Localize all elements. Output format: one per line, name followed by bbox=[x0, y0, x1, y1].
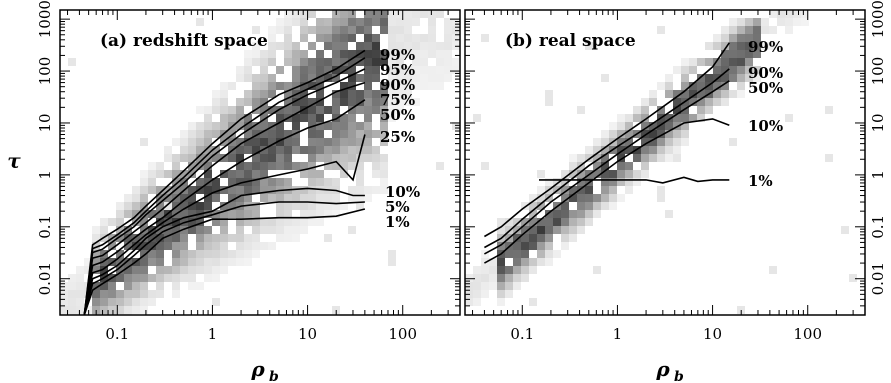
percentile-label-50pct: 50% bbox=[380, 106, 415, 124]
percentile-line-99pct bbox=[83, 49, 366, 315]
density-histogram bbox=[465, 10, 857, 315]
percentile-label-10pct: 10% bbox=[385, 183, 420, 201]
panel-title: (a) redshift space bbox=[100, 31, 268, 51]
percentile-line-1pct bbox=[83, 208, 366, 315]
percentile-label-1pct: 1% bbox=[385, 213, 410, 231]
percentile-label-99pct: 99% bbox=[380, 46, 415, 64]
y-tick-label: 1000 bbox=[869, 0, 887, 38]
percentile-label-5pct: 5% bbox=[385, 198, 410, 216]
percentile-label-95pct: 95% bbox=[380, 61, 415, 79]
x-axis-label: ρ bbox=[655, 357, 670, 381]
panel-b: 99% 90%50% 10% 1% 0.1 1 10 100 0.01 0.1 1 10 100 1000… bbox=[464, 0, 887, 383]
percentile-line-1pct bbox=[539, 176, 730, 184]
x-tick-label: 0.1 bbox=[105, 325, 129, 343]
y-tick-label: 10 bbox=[36, 113, 54, 132]
x-axis-ticks bbox=[67, 10, 461, 315]
y-tick-label: 10 bbox=[869, 113, 887, 132]
percentile-label-90pct: 90% bbox=[748, 64, 783, 82]
percentile-label-25pct: 25% bbox=[380, 128, 415, 146]
y-tick-label: 0.01 bbox=[36, 262, 54, 295]
x-tick-label: 100 bbox=[388, 325, 417, 343]
x-tick-label: 10 bbox=[298, 325, 317, 343]
x-tick-label: 1 bbox=[208, 325, 218, 343]
y-axis-ticks bbox=[465, 18, 865, 316]
percentile-line-25pct bbox=[83, 134, 366, 315]
y-axis-ticks bbox=[60, 18, 460, 316]
y-tick-label: 0.01 bbox=[869, 262, 887, 295]
percentile-label-99pct: 99% bbox=[748, 38, 783, 56]
percentile-line-95pct bbox=[83, 57, 366, 315]
y-axis-label: τ bbox=[7, 149, 21, 173]
percentile-line-99pct bbox=[483, 42, 730, 238]
percentile-line-50pct bbox=[484, 80, 730, 255]
percentile-line-90pct bbox=[83, 68, 366, 315]
y-tick-label: 0.1 bbox=[36, 215, 54, 239]
x-tick-label: 10 bbox=[703, 325, 722, 343]
x-axis-label-subscript: b bbox=[269, 369, 279, 383]
percentile-line-10pct bbox=[83, 187, 365, 315]
percentile-label-90pct: 90% bbox=[380, 76, 415, 94]
percentile-line-90pct bbox=[484, 68, 730, 249]
panel-a: 99%95%90%75%50% 25% 10%5%1% 0.1 1 10 100 0.01 0.… bbox=[7, 0, 461, 383]
x-tick-label: 0.1 bbox=[510, 325, 534, 343]
percentile-label-1pct: 1% bbox=[748, 172, 773, 190]
x-axis-label-subscript: b bbox=[674, 369, 684, 383]
percentile-line-10pct bbox=[484, 118, 730, 264]
panel-title: (b) real space bbox=[505, 31, 636, 51]
plot-frame bbox=[59, 9, 461, 316]
x-tick-label: 100 bbox=[793, 325, 822, 343]
y-tick-label: 1 bbox=[36, 170, 54, 180]
y-tick-label: 1000 bbox=[36, 0, 54, 38]
percentile-line-5pct bbox=[83, 201, 365, 315]
percentile-label-50pct: 50% bbox=[748, 79, 783, 97]
y-tick-label: 0.1 bbox=[869, 215, 887, 239]
x-tick-label: 1 bbox=[613, 325, 623, 343]
y-tick-label: 1 bbox=[869, 170, 887, 180]
percentile-label-10pct: 10% bbox=[748, 117, 783, 135]
y-tick-label: 100 bbox=[36, 57, 54, 86]
percentile-line-50pct bbox=[83, 99, 366, 315]
x-axis-label: ρ bbox=[250, 357, 265, 381]
percentile-label-75pct: 75% bbox=[380, 91, 415, 109]
percentile-line-75pct bbox=[83, 81, 366, 315]
y-tick-label: 100 bbox=[869, 57, 887, 86]
plot-frame bbox=[464, 9, 866, 316]
x-axis-ticks bbox=[472, 10, 866, 315]
